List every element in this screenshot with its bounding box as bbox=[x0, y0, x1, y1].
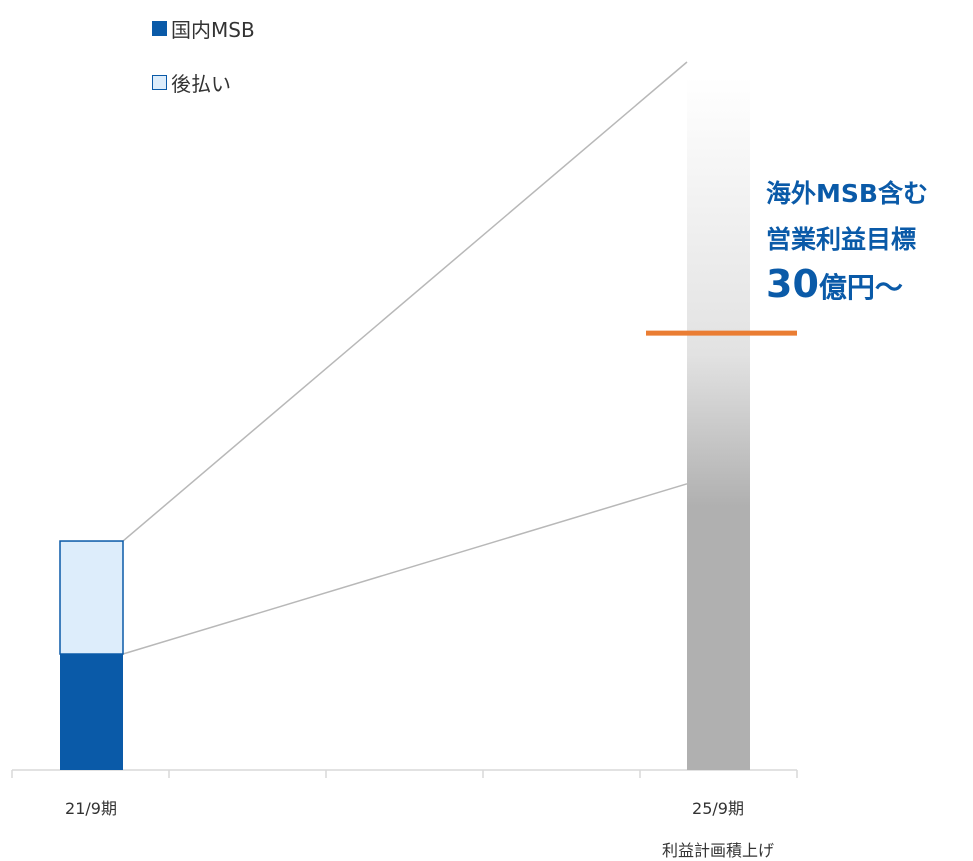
x-tick-label-2509: 25/9期 bbox=[692, 799, 744, 818]
legend-item-domestic-msb: 国内MSB bbox=[152, 14, 255, 43]
target-value-unit: 億円～ bbox=[818, 271, 903, 304]
legend-label-domestic-msb: 国内MSB bbox=[171, 18, 255, 42]
target-value-number: 30 bbox=[766, 262, 819, 306]
bar-2109-series-0 bbox=[60, 654, 123, 770]
bar-2109-series-1 bbox=[59, 540, 124, 655]
target-annotation-line1: 海外MSB含む bbox=[766, 179, 928, 208]
legend-swatch-deferred-payment bbox=[152, 75, 167, 90]
legend-swatch-domestic-msb bbox=[152, 21, 167, 36]
connector-line-domestic-msb bbox=[122, 483, 688, 655]
target-annotation-value: 30億円～ bbox=[766, 262, 903, 306]
target-annotation-line2: 営業利益目標 bbox=[766, 225, 917, 254]
connector-line-total bbox=[122, 61, 688, 542]
bar-2509-target-gradient bbox=[687, 77, 750, 770]
x-tick-label-2109: 21/9期 bbox=[65, 799, 117, 818]
legend-label-deferred-payment: 後払い bbox=[171, 72, 231, 96]
x-tick-sublabel-2509: 利益計画積上げ bbox=[661, 841, 774, 860]
legend-item-deferred-payment: 後払い bbox=[152, 68, 231, 97]
